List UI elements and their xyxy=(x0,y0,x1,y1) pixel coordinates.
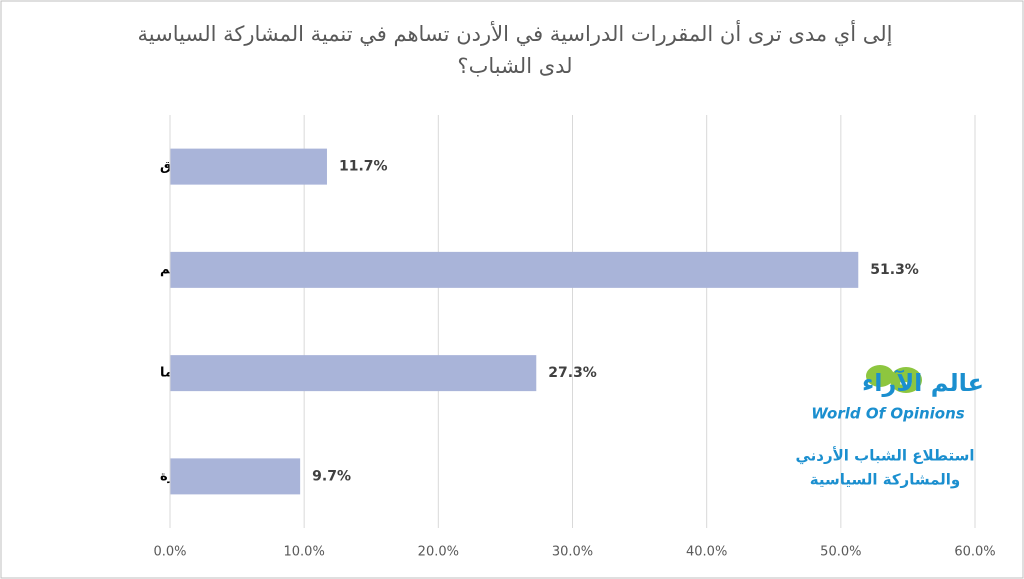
value-label: 11.7% xyxy=(339,159,388,175)
x-tick-label: 40.0% xyxy=(686,545,727,560)
value-label: 27.3% xyxy=(548,365,597,381)
svg-text:...: ... xyxy=(899,374,913,388)
logo-text: عالم الآراء xyxy=(862,369,984,397)
x-tick-label: 30.0% xyxy=(552,545,593,560)
x-tick-label: 50.0% xyxy=(820,545,861,560)
bar xyxy=(170,355,537,392)
annotation: استطلاع الشباب الأردني xyxy=(795,447,974,465)
x-tick-label: 60.0% xyxy=(954,545,995,560)
value-label: 9.7% xyxy=(312,468,351,484)
annotation: والمشاركة السياسية xyxy=(810,471,961,489)
chart-title: إلى أي مدى ترى أن المقررات الدراسية في ا… xyxy=(137,22,893,78)
bar xyxy=(170,251,859,288)
value-label: 51.3% xyxy=(870,262,919,278)
x-tick-label: 0.0% xyxy=(153,545,186,560)
bar xyxy=(170,458,301,495)
logo-icon: ... xyxy=(866,365,922,393)
x-tick-label: 10.0% xyxy=(284,545,325,560)
x-tick-label: 20.0% xyxy=(418,545,459,560)
bar xyxy=(170,148,327,185)
logo-subtitle: World Of Opinions xyxy=(811,405,964,423)
